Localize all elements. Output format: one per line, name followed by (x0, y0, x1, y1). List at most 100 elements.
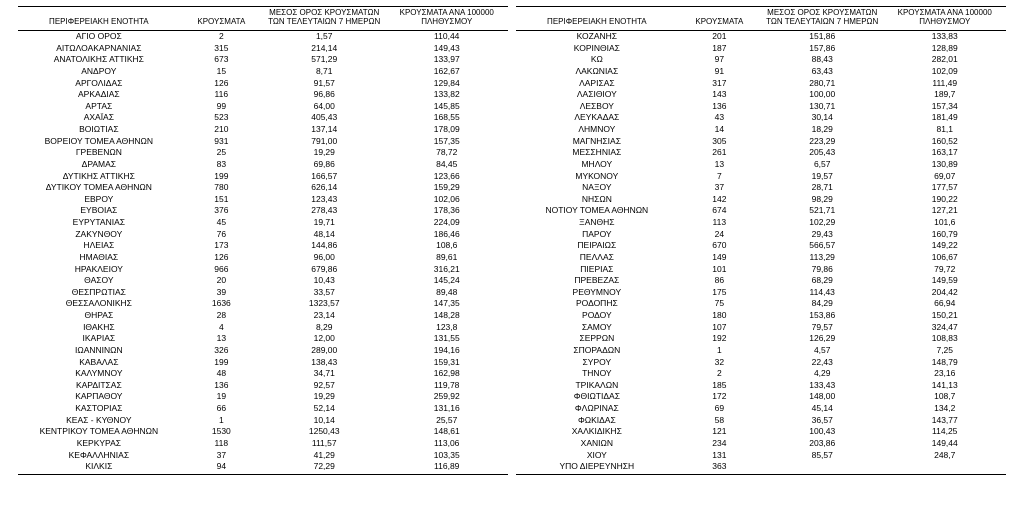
table-row: ΚΑΡΠΑΘΟΥ1919,29259,92 (18, 391, 508, 403)
cell-cases: 91 (678, 65, 761, 77)
cell-cases: 99 (180, 100, 263, 112)
page: ΠΕΡΙΦΕΡΕΙΑΚΗ ΕΝΟΤΗΤΑ ΚΡΟΥΣΜΑΤΑ ΜΕΣΟΣ ΟΡΟ… (0, 0, 1024, 483)
table-row: ΛΕΥΚΑΔΑΣ4330,14181,49 (516, 112, 1006, 124)
cell-region: ΜΕΣΣΗΝΙΑΣ (516, 147, 678, 159)
cell-region: ΛΑΡΙΣΑΣ (516, 77, 678, 89)
col-cases: ΚΡΟΥΣΜΑΤΑ (678, 7, 761, 31)
table-row: ΦΛΩΡΙΝΑΣ6945,14134,2 (516, 403, 1006, 415)
cell-avg7: 22,43 (761, 356, 884, 368)
cell-avg7: 79,57 (761, 321, 884, 333)
cell-cases: 151 (180, 193, 263, 205)
table-row: ΔΥΤΙΚΗΣ ΑΤΤΙΚΗΣ199166,57123,66 (18, 170, 508, 182)
table-row: ΠΕΙΡΑΙΩΣ670566,57149,22 (516, 240, 1006, 252)
cell-cases: 523 (180, 112, 263, 124)
cell-cases: 43 (678, 112, 761, 124)
cell-avg7: 19,29 (263, 147, 386, 159)
cell-avg7: 1,57 (263, 30, 386, 42)
table-row: ΘΗΡΑΣ2823,14148,28 (18, 310, 508, 322)
cell-avg7: 33,57 (263, 286, 386, 298)
cell-per100k: 248,7 (883, 449, 1006, 461)
cell-region: ΔΥΤΙΚΗΣ ΑΤΤΙΚΗΣ (18, 170, 180, 182)
cell-avg7: 151,86 (761, 30, 884, 42)
cell-cases: 376 (180, 205, 263, 217)
cell-avg7: 521,71 (761, 205, 884, 217)
cell-region: ΧΙΟΥ (516, 449, 678, 461)
table-row: ΜΕΣΣΗΝΙΑΣ261205,43163,17 (516, 147, 1006, 159)
cell-per100k: 129,84 (385, 77, 508, 89)
cell-region: ΠΕΙΡΑΙΩΣ (516, 240, 678, 252)
cell-per100k: 102,06 (385, 193, 508, 205)
cell-region: ΡΟΔΟΥ (516, 310, 678, 322)
cell-per100k: 148,61 (385, 426, 508, 438)
cell-per100k: 224,09 (385, 217, 508, 229)
cell-region: ΔΡΑΜΑΣ (18, 158, 180, 170)
table-row: ΑΙΤΩΛΟΑΚΑΡΝΑΝΙΑΣ315214,14149,43 (18, 42, 508, 54)
cell-per100k: 102,09 (883, 65, 1006, 77)
cell-avg7: 626,14 (263, 182, 386, 194)
cell-region: ΚΕΦΑΛΛΗΝΙΑΣ (18, 449, 180, 461)
cell-per100k: 101,6 (883, 217, 1006, 229)
table-row: ΙΩΑΝΝΙΝΩΝ326289,00194,16 (18, 344, 508, 356)
cell-avg7: 96,86 (263, 89, 386, 101)
cell-per100k: 190,22 (883, 193, 1006, 205)
table-row: ΜΑΓΝΗΣΙΑΣ305223,29160,52 (516, 135, 1006, 147)
cell-cases: 101 (678, 263, 761, 275)
cell-region: ΑΝΑΤΟΛΙΚΗΣ ΑΤΤΙΚΗΣ (18, 54, 180, 66)
cell-avg7: 10,14 (263, 414, 386, 426)
cell-avg7: 144,86 (263, 240, 386, 252)
table-row: ΠΕΛΛΑΣ149113,29106,67 (516, 251, 1006, 263)
cell-avg7: 19,57 (761, 170, 884, 182)
cell-per100k: 66,94 (883, 298, 1006, 310)
table-row: ΠΡΕΒΕΖΑΣ8668,29149,59 (516, 275, 1006, 287)
cell-cases: 13 (180, 333, 263, 345)
cell-region: ΙΩΑΝΝΙΝΩΝ (18, 344, 180, 356)
cell-avg7: 6,57 (761, 158, 884, 170)
cell-region: ΝΗΣΩΝ (516, 193, 678, 205)
table-row: ΙΚΑΡΙΑΣ1312,00131,55 (18, 333, 508, 345)
cell-per100k: 128,89 (883, 42, 1006, 54)
table-row: ΝΑΞΟΥ3728,71177,57 (516, 182, 1006, 194)
cell-per100k: 168,55 (385, 112, 508, 124)
cell-region: ΒΟΙΩΤΙΑΣ (18, 124, 180, 136)
cell-per100k: 181,49 (883, 112, 1006, 124)
cell-avg7: 68,29 (761, 275, 884, 287)
cell-avg7: 64,00 (263, 100, 386, 112)
table-row: ΑΓΙΟ ΟΡΟΣ21,57110,44 (18, 30, 508, 42)
cell-per100k: 189,7 (883, 89, 1006, 101)
cell-cases: 118 (180, 437, 263, 449)
cell-avg7: 85,57 (761, 449, 884, 461)
cell-region: ΠΕΛΛΑΣ (516, 251, 678, 263)
cell-cases: 175 (678, 286, 761, 298)
cell-region: ΗΜΑΘΙΑΣ (18, 251, 180, 263)
cell-avg7: 566,57 (761, 240, 884, 252)
cell-per100k: 194,16 (385, 344, 508, 356)
cell-per100k: 147,35 (385, 298, 508, 310)
cell-avg7: 113,29 (761, 251, 884, 263)
cell-region: ΛΕΣΒΟΥ (516, 100, 678, 112)
cell-cases: 76 (180, 228, 263, 240)
table-row: ΣΑΜΟΥ10779,57324,47 (516, 321, 1006, 333)
cell-cases: 66 (180, 403, 263, 415)
table-row: ΔΥΤΙΚΟΥ ΤΟΜΕΑ ΑΘΗΝΩΝ780626,14159,29 (18, 182, 508, 194)
table-row: ΓΡΕΒΕΝΩΝ2519,2978,72 (18, 147, 508, 159)
cell-per100k: 133,82 (385, 89, 508, 101)
cell-region: ΛΑΚΩΝΙΑΣ (516, 65, 678, 77)
cell-region: ΘΕΣΠΡΩΤΙΑΣ (18, 286, 180, 298)
cell-avg7: 4,57 (761, 344, 884, 356)
cell-cases: 86 (678, 275, 761, 287)
cell-avg7: 138,43 (263, 356, 386, 368)
cell-per100k: 157,34 (883, 100, 1006, 112)
left-table: ΠΕΡΙΦΕΡΕΙΑΚΗ ΕΝΟΤΗΤΑ ΚΡΟΥΣΜΑΤΑ ΜΕΣΟΣ ΟΡΟ… (18, 6, 508, 472)
cell-region: ΚΩ (516, 54, 678, 66)
table-row: ΡΕΘΥΜΝΟΥ175114,43204,42 (516, 286, 1006, 298)
cell-region: ΚΙΛΚΙΣ (18, 461, 180, 473)
table-row: ΘΑΣΟΥ2010,43145,24 (18, 275, 508, 287)
table-row: ΖΑΚΥΝΘΟΥ7648,14186,46 (18, 228, 508, 240)
right-header-row: ΠΕΡΙΦΕΡΕΙΑΚΗ ΕΝΟΤΗΤΑ ΚΡΟΥΣΜΑΤΑ ΜΕΣΟΣ ΟΡΟ… (516, 7, 1006, 31)
cell-per100k: 78,72 (385, 147, 508, 159)
cell-avg7: 30,14 (761, 112, 884, 124)
cell-per100k: 81,1 (883, 124, 1006, 136)
cell-region: ΧΑΛΚΙΔΙΚΗΣ (516, 426, 678, 438)
cell-cases: 142 (678, 193, 761, 205)
cell-cases: 75 (678, 298, 761, 310)
